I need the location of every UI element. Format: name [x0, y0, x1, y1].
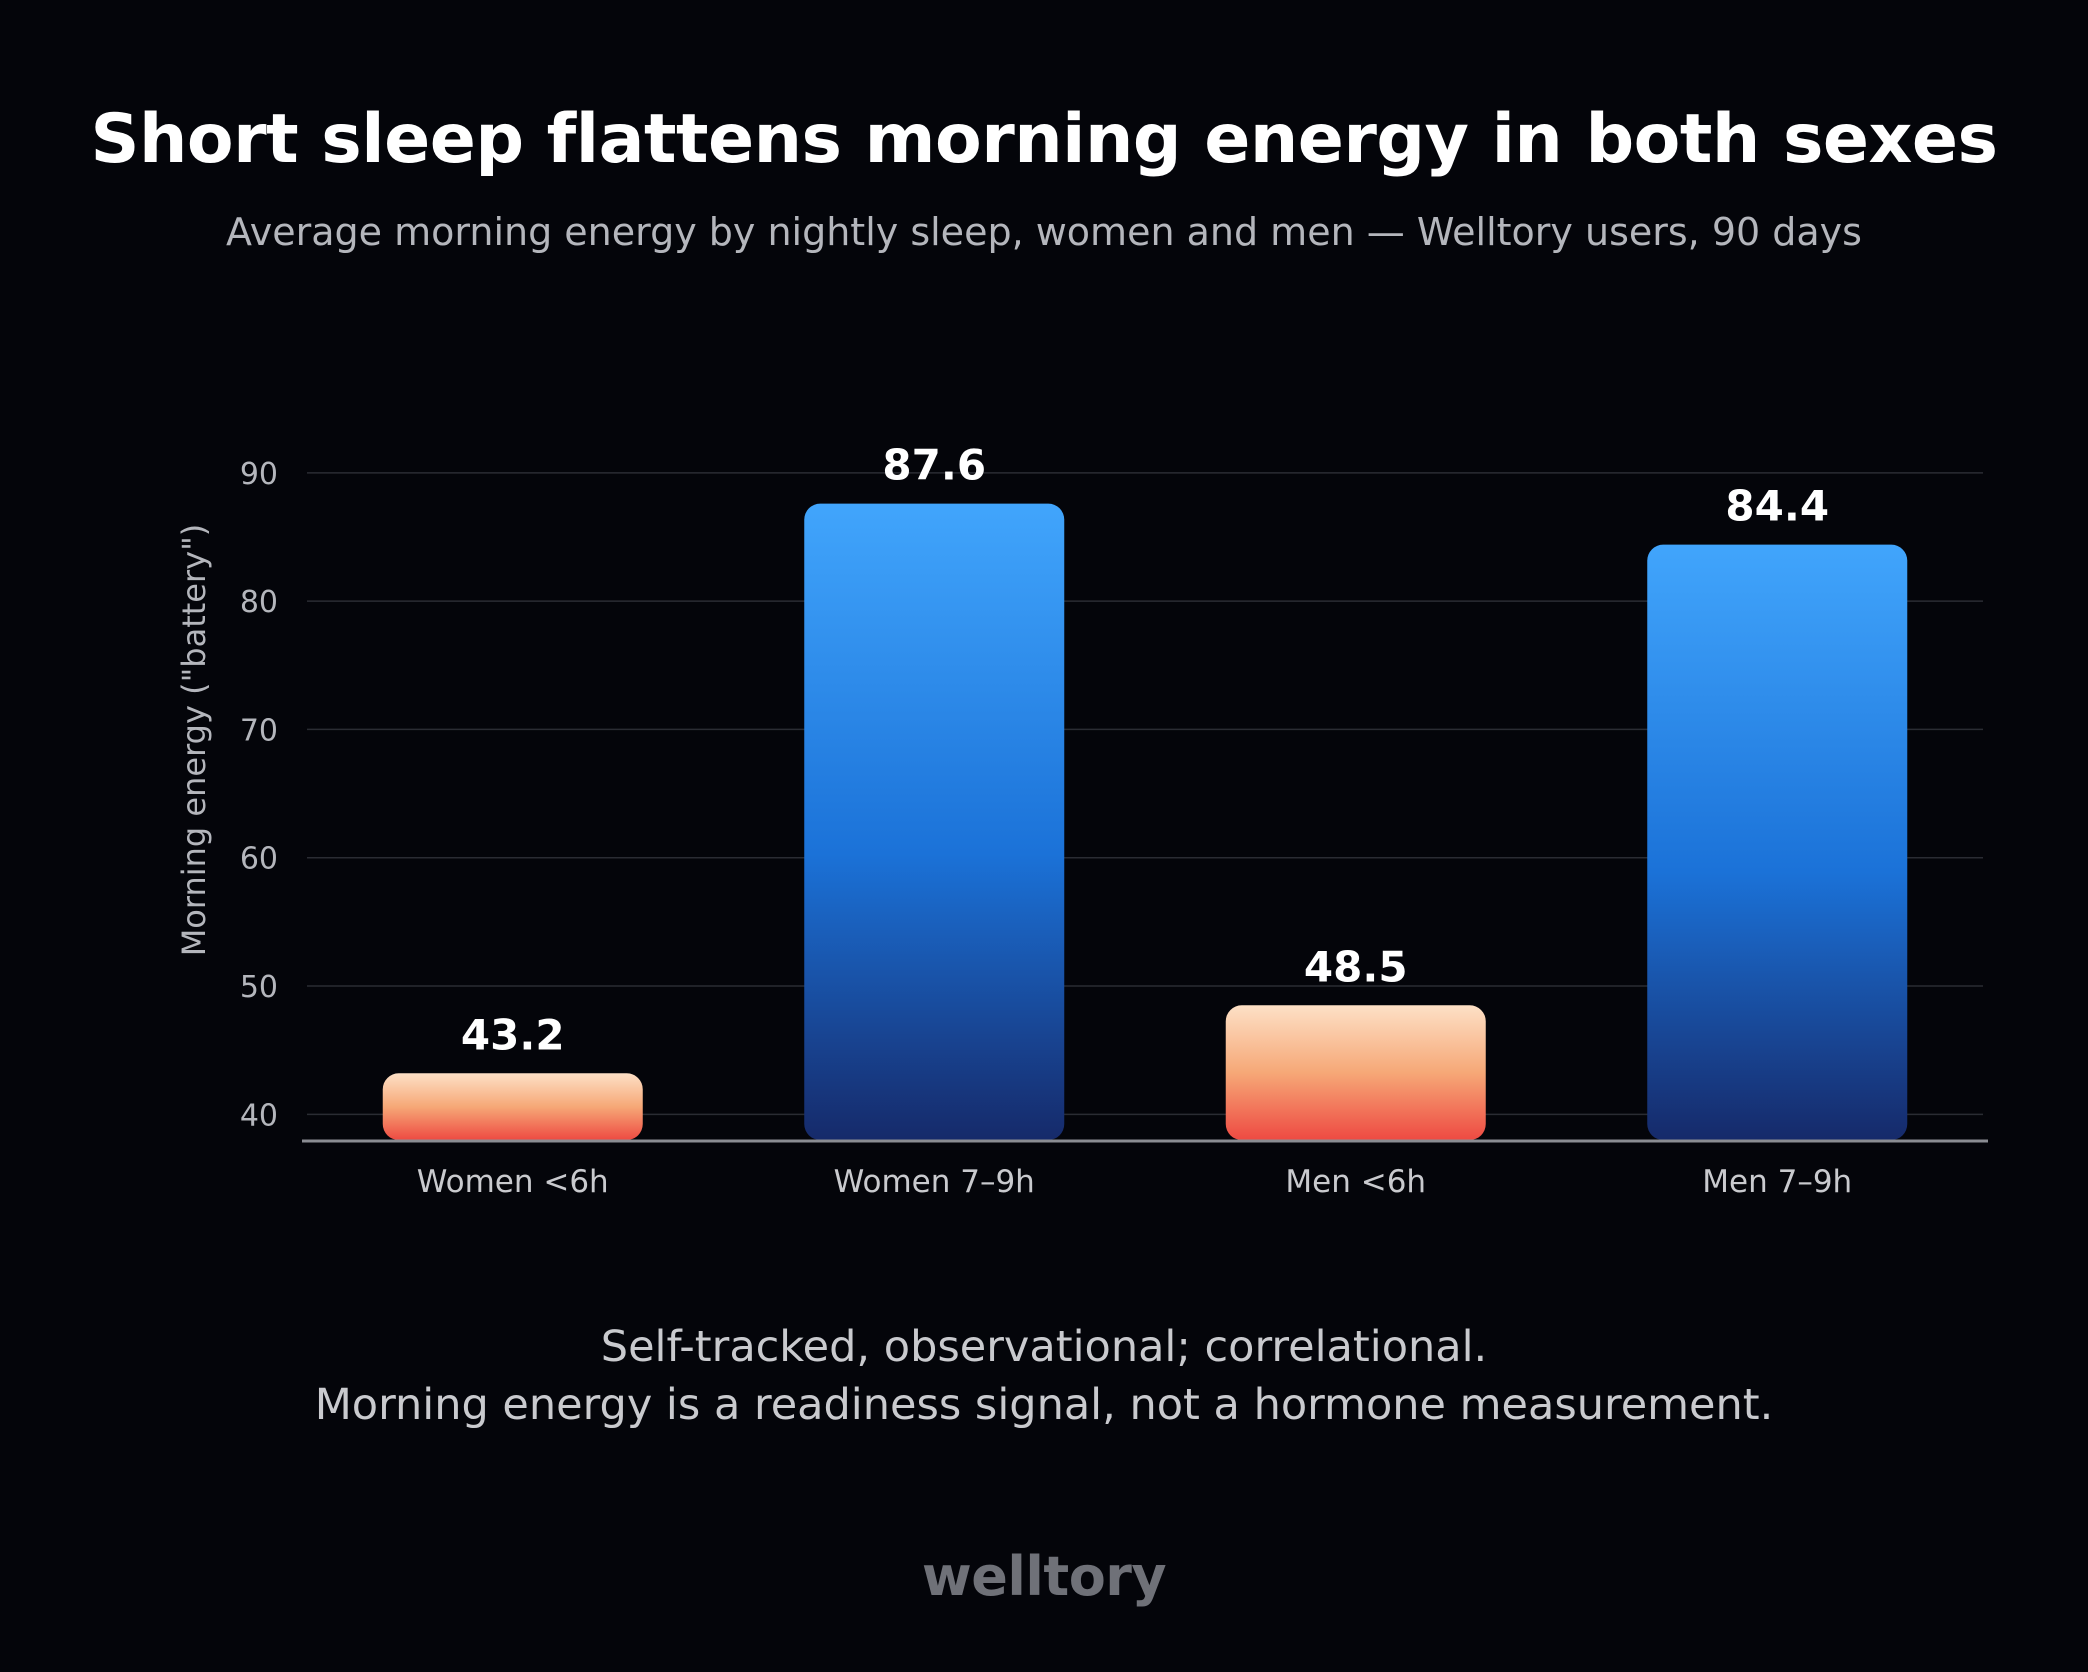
y-tick-label: 60 — [240, 842, 278, 877]
chart-subtitle: Average morning energy by nightly sleep,… — [226, 210, 1862, 254]
x-tick-label: Men <6h — [1285, 1164, 1426, 1200]
bar — [382, 1073, 643, 1140]
bar — [1225, 1005, 1486, 1140]
brand-logo: welltory — [921, 1545, 1167, 1608]
bar — [804, 503, 1065, 1140]
y-tick-label: 40 — [240, 1098, 278, 1133]
value-labels: 43.2 87.6 48.5 84.4 — [461, 441, 1829, 1060]
footnote-line-2: Morning energy is a readiness signal, no… — [314, 1380, 1774, 1430]
bar-value-label: 43.2 — [461, 1010, 565, 1059]
x-axis-ticks: Women <6h Women 7–9h Men <6h Men 7–9h — [417, 1164, 1852, 1200]
y-tick-label: 50 — [240, 970, 278, 1005]
bar — [1647, 544, 1908, 1140]
chart-title: Short sleep flattens morning energy in b… — [90, 100, 1998, 179]
bar-value-label: 87.6 — [882, 441, 986, 490]
footnote-line-1: Self-tracked, observational; correlation… — [600, 1322, 1488, 1372]
y-tick-label: 80 — [240, 585, 278, 620]
y-tick-label: 70 — [240, 713, 278, 748]
y-tick-label: 90 — [240, 457, 278, 492]
x-tick-label: Women 7–9h — [834, 1164, 1035, 1200]
bar-value-label: 84.4 — [1725, 482, 1829, 531]
bar-value-label: 48.5 — [1304, 942, 1408, 991]
x-tick-label: Men 7–9h — [1702, 1164, 1852, 1200]
y-axis-ticks: 40 50 60 70 80 90 — [240, 457, 278, 1134]
x-tick-label: Women <6h — [417, 1164, 609, 1200]
bars — [382, 503, 1908, 1140]
y-axis-label: Morning energy ("battery") — [175, 524, 213, 957]
